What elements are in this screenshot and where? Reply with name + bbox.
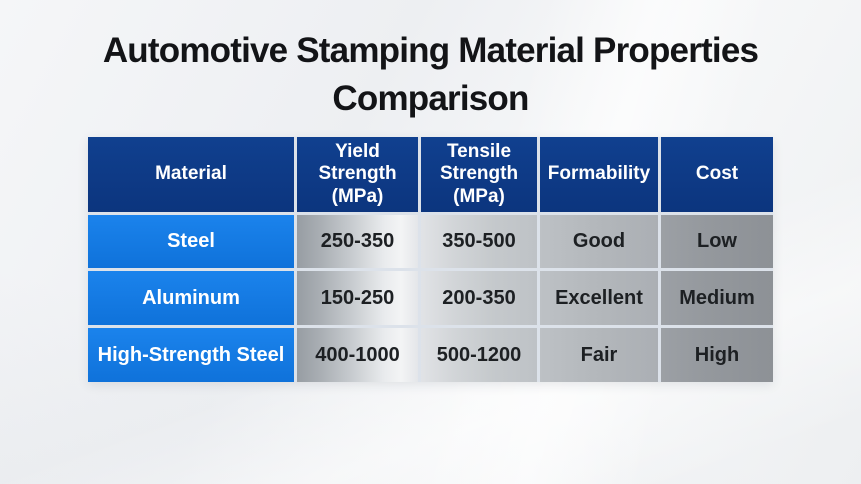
cell-hss-cost: High xyxy=(661,328,773,382)
cell-aluminum-material: Aluminum xyxy=(88,271,294,325)
cell-hss-formability: Fair xyxy=(540,328,658,382)
header-cell-tensile-strength: Tensile Strength (MPa) xyxy=(421,137,537,212)
header-cell-yield-strength: Yield Strength (MPa) xyxy=(297,137,418,212)
cell-steel-tensile: 350-500 xyxy=(421,215,537,268)
cell-steel-material: Steel xyxy=(88,215,294,268)
cell-steel-formability: Good xyxy=(540,215,658,268)
cell-hss-yield: 400-1000 xyxy=(297,328,418,382)
page-title-line-1: Automotive Stamping Material Properties xyxy=(102,31,759,70)
cell-aluminum-tensile: 200-350 xyxy=(421,271,537,325)
cell-aluminum-cost: Medium xyxy=(661,271,773,325)
header-cell-cost: Cost xyxy=(661,137,773,212)
cell-aluminum-formability: Excellent xyxy=(540,271,658,325)
cell-hss-tensile: 500-1200 xyxy=(421,328,537,382)
page-title: Automotive Stamping Material Properties … xyxy=(0,27,861,123)
cell-steel-yield: 250-350 xyxy=(297,215,418,268)
header-cell-formability: Formability xyxy=(540,137,658,212)
cell-steel-cost: Low xyxy=(661,215,773,268)
materials-table: Material Yield Strength (MPa) Tensile St… xyxy=(88,137,773,382)
cell-hss-material: High-Strength Steel xyxy=(88,328,294,382)
cell-aluminum-yield: 150-250 xyxy=(297,271,418,325)
header-cell-material: Material xyxy=(88,137,294,212)
page-title-line-2: Comparison xyxy=(332,79,529,118)
